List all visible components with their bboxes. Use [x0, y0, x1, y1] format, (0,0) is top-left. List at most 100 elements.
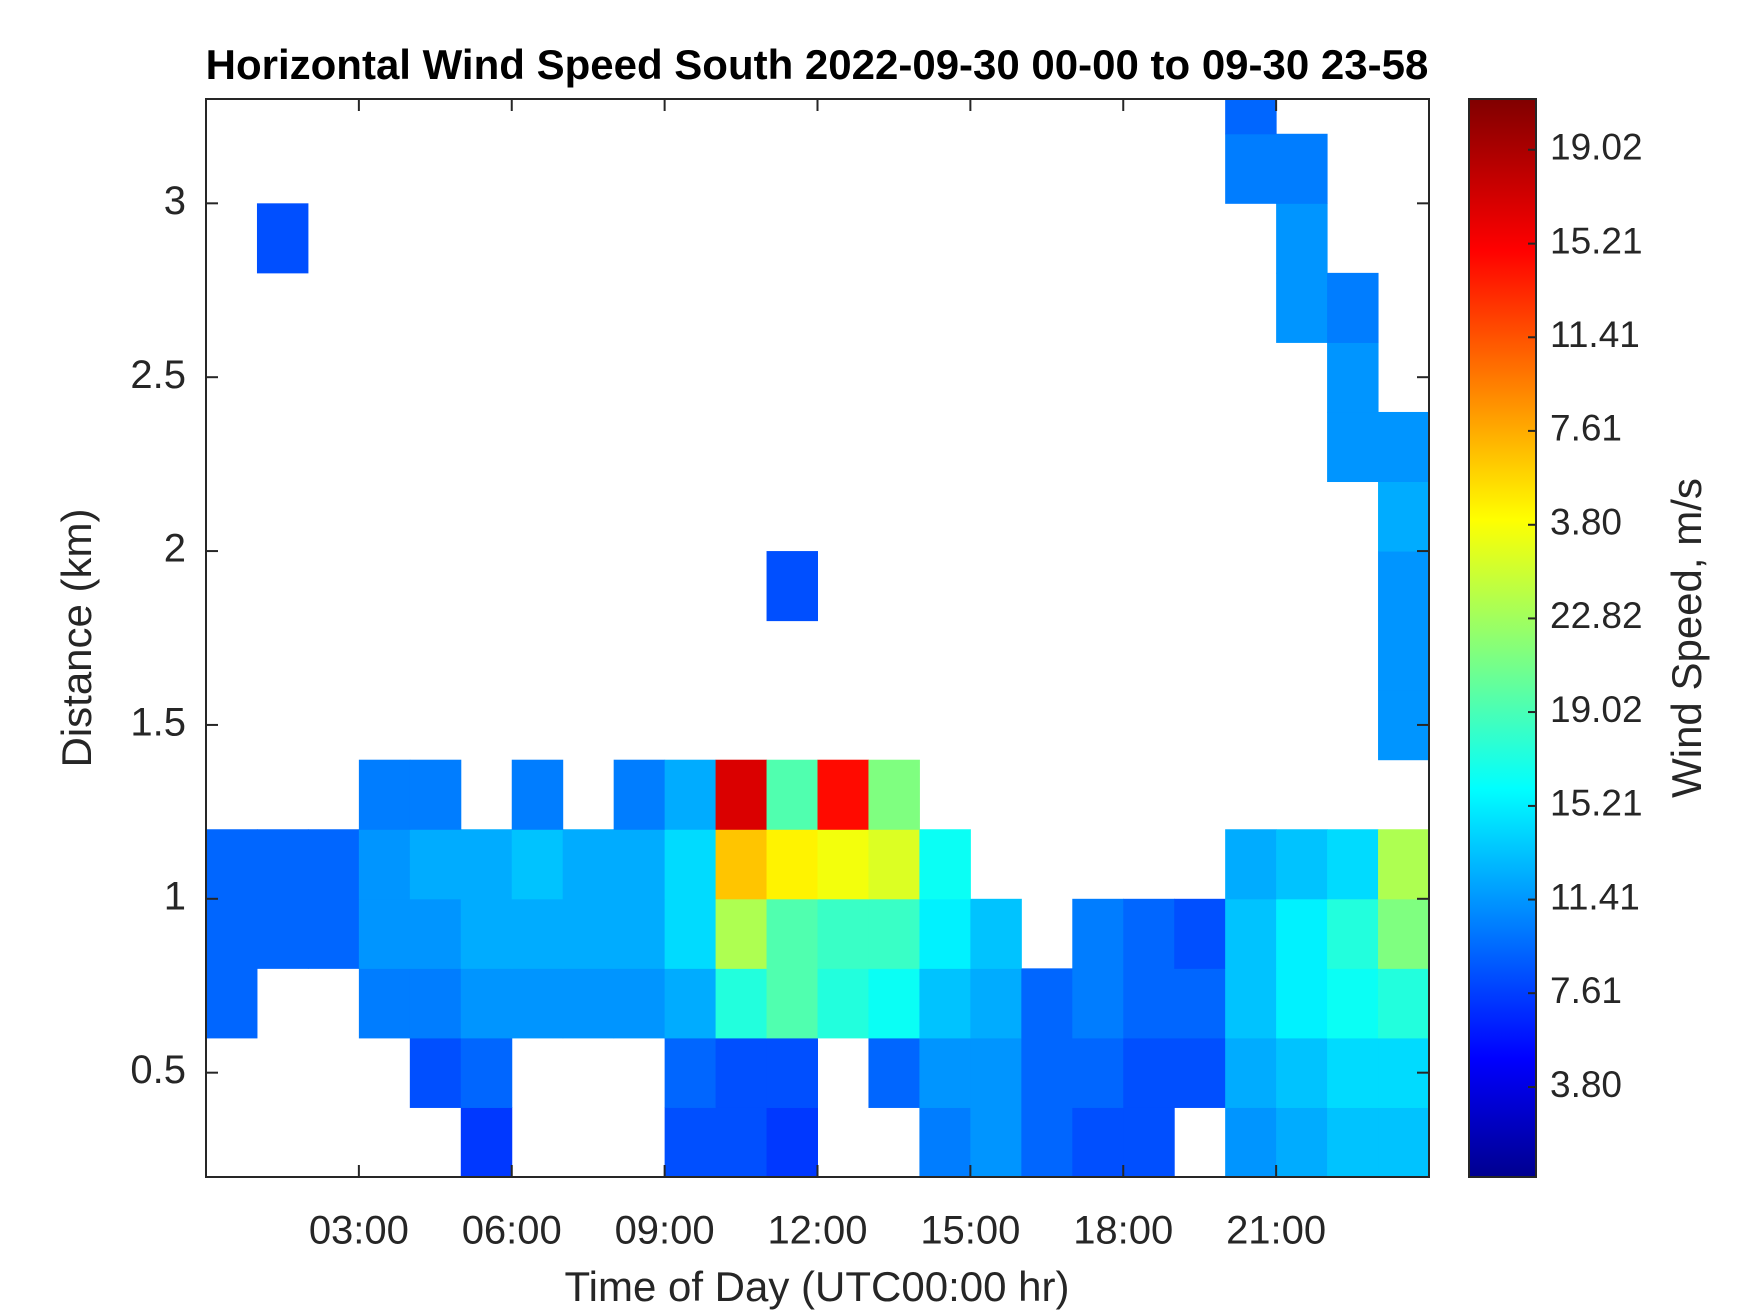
heatmap-cell: [970, 1107, 1022, 1177]
heatmap-cell: [511, 829, 564, 900]
heatmap-cell: [1327, 1107, 1379, 1177]
heatmap-cell: [1276, 968, 1328, 1039]
heatmap-cell: [1378, 898, 1429, 969]
heatmap-cell: [256, 898, 309, 969]
heatmap-cell: [1072, 898, 1124, 969]
heatmap-cell: [460, 968, 513, 1039]
heatmap-cell: [256, 203, 309, 274]
heatmap-cell: [715, 829, 768, 900]
heatmap-cell: [1276, 1107, 1328, 1177]
heatmap-cell: [919, 1107, 971, 1177]
heatmap-cell: [1225, 1037, 1277, 1108]
heatmap-cell: [817, 829, 869, 900]
heatmap-cell: [817, 968, 869, 1039]
heatmap-cell: [613, 968, 666, 1039]
heatmap-cell: [970, 968, 1022, 1039]
heatmap-cell: [1327, 1037, 1379, 1108]
heatmap-cell: [409, 829, 462, 900]
heatmap-cell: [970, 1037, 1022, 1108]
x-tick-label: 21:00: [1226, 1209, 1326, 1253]
heatmap-cell: [766, 829, 818, 900]
heatmap-cell: [817, 759, 869, 830]
y-axis-label: Distance (km): [53, 508, 100, 767]
y-tick-label: 1.5: [130, 700, 186, 744]
heatmap-cell: [1225, 1107, 1277, 1177]
heatmap-cell: [664, 1037, 717, 1108]
heatmap-cell: [206, 829, 258, 900]
colorbar-tick-label: 3.80: [1550, 1064, 1622, 1105]
heatmap-cell: [1378, 968, 1429, 1039]
heatmap-cell: [460, 1037, 513, 1108]
heatmap-cell: [715, 1037, 768, 1108]
heatmap-cell: [1123, 1037, 1175, 1108]
y-tick-label: 1: [164, 874, 186, 918]
heatmap-cell: [1174, 1037, 1226, 1108]
heatmap-cell: [358, 829, 411, 900]
heatmap-cell: [664, 968, 717, 1039]
heatmap-cell: [664, 759, 717, 830]
heatmap-cell: [1276, 829, 1328, 900]
heatmap-cell: [868, 1037, 920, 1108]
y-tick-label: 0.5: [130, 1048, 186, 1092]
heatmap-cell: [1123, 968, 1175, 1039]
heatmap-cell: [562, 829, 615, 900]
heatmap-cell: [1225, 133, 1277, 204]
y-tick-label: 2.5: [130, 353, 186, 397]
heatmap-cell: [460, 829, 513, 900]
heatmap-cell: [256, 829, 309, 900]
colorbar-tick-label: 3.80: [1550, 502, 1622, 543]
heatmap-cell: [1378, 411, 1429, 483]
colorbar-label: Wind Speed, m/s: [1663, 478, 1710, 798]
heatmap-cell: [766, 551, 818, 622]
colorbar-tick-label: 19.02: [1550, 127, 1643, 168]
heatmap-cell: [868, 968, 920, 1039]
colorbar-tick-label: 7.61: [1550, 970, 1622, 1011]
heatmap-cell: [766, 1037, 818, 1108]
heatmap-cell: [1072, 968, 1124, 1039]
heatmap-cell: [868, 898, 920, 969]
heatmap-cell: [409, 759, 462, 830]
heatmap-cell: [307, 898, 360, 969]
heatmap-cell: [1123, 1107, 1175, 1177]
heatmap-cell: [1021, 968, 1073, 1039]
heatmap-cell: [409, 968, 462, 1039]
colorbar-tick-label: 7.61: [1550, 408, 1622, 449]
x-tick-label: 15:00: [920, 1209, 1020, 1253]
heatmap-cell: [919, 1037, 971, 1108]
heatmap-cell: [919, 898, 971, 969]
heatmap-cell: [307, 829, 360, 900]
heatmap-cell: [766, 968, 818, 1039]
heatmap-cell: [206, 898, 258, 969]
heatmap-cell: [817, 898, 869, 969]
heatmap-cell: [970, 898, 1022, 969]
heatmap-cell: [766, 1107, 818, 1177]
heatmap-cell: [1174, 898, 1226, 969]
heatmap-cell: [460, 898, 513, 969]
heatmap-cell: [1327, 342, 1379, 413]
heatmap-cell: [409, 1037, 462, 1108]
heatmap: [206, 99, 1429, 1177]
heatmap-cell: [1327, 968, 1379, 1039]
heatmap-cell: [1225, 898, 1277, 969]
heatmap-cell: [1072, 1037, 1124, 1108]
heatmap-cell: [1327, 898, 1379, 969]
heatmap-cell: [715, 898, 768, 969]
heatmap-cell: [1174, 968, 1226, 1039]
heatmap-cell: [511, 898, 564, 969]
heatmap-cell: [358, 759, 411, 830]
heatmap-cell: [358, 968, 411, 1039]
heatmap-cell: [1378, 620, 1429, 691]
heatmap-cell: [1276, 133, 1328, 204]
x-axis-label: Time of Day (UTC00:00 hr): [565, 1263, 1070, 1310]
heatmap-cell: [1378, 829, 1429, 900]
colorbar-tick-label: 22.82: [1550, 595, 1643, 636]
heatmap-cell: [460, 1107, 513, 1177]
colorbar-tick-label: 11.41: [1550, 314, 1640, 355]
colorbar-tick-label: 15.21: [1550, 783, 1643, 824]
heatmap-cell: [206, 968, 258, 1039]
heatmap-cell: [1327, 272, 1379, 343]
heatmap-cell: [1378, 551, 1429, 622]
heatmap-cell: [766, 759, 818, 830]
heatmap-cell: [613, 759, 666, 830]
